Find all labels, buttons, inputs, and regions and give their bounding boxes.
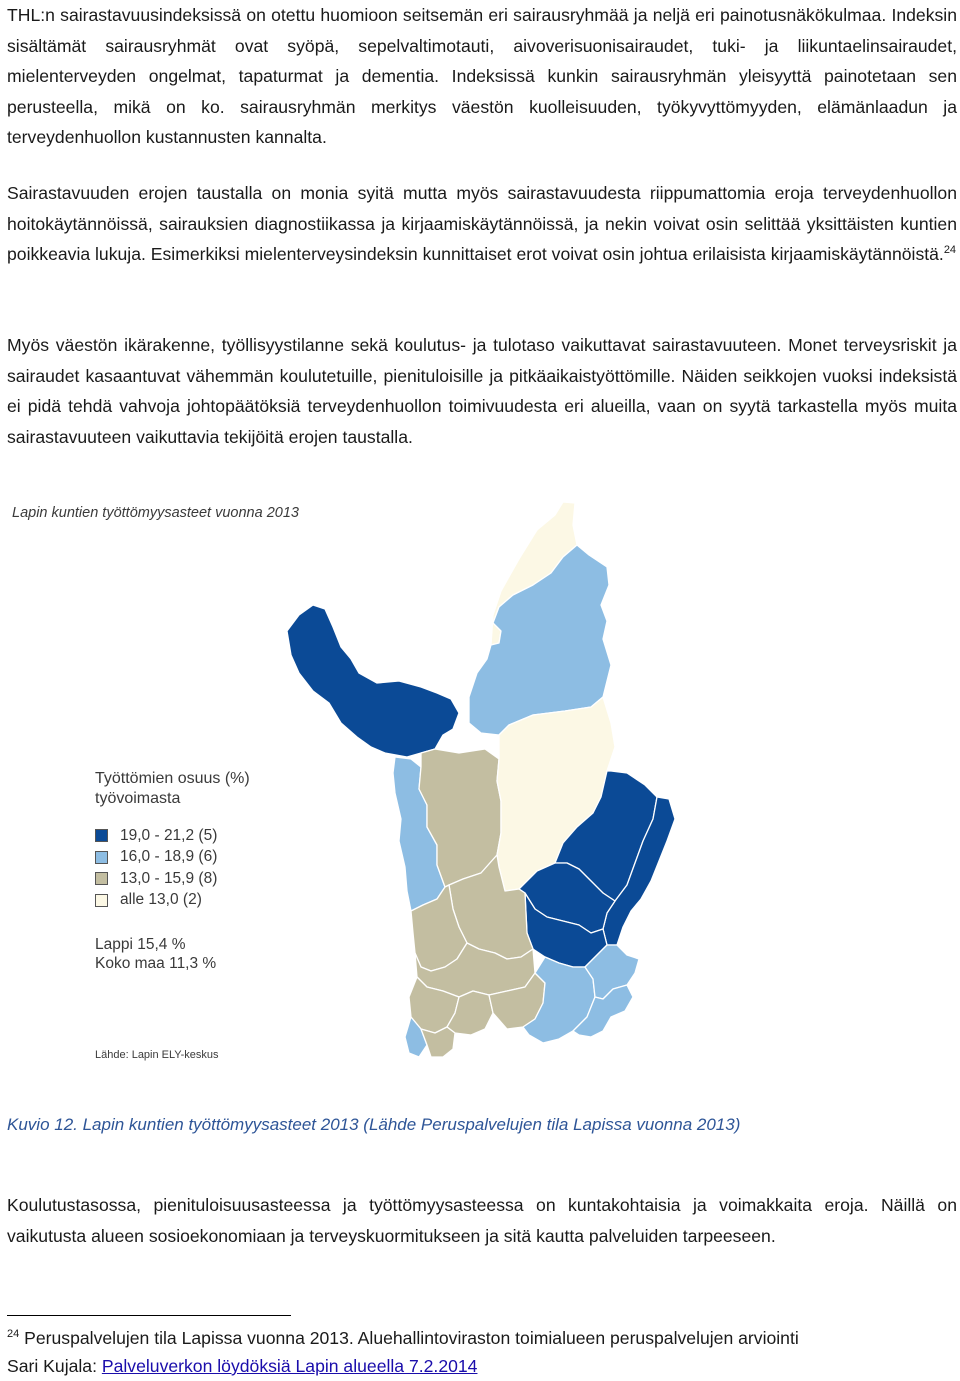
footnote-author: Sari Kujala:: [7, 1356, 102, 1376]
paragraph-koulutustaso: Koulutustasossa, pienituloisuusasteessa …: [7, 1195, 957, 1246]
footnote-source: Sari Kujala: Palveluverkon löydöksiä Lap…: [7, 1352, 799, 1380]
map-title: Lapin kuntien työttömyysasteet vuonna 20…: [12, 505, 299, 521]
footnote-ref[interactable]: 24: [943, 244, 957, 257]
unemployment-map-figure: Lapin kuntien työttömyysasteet vuonna 20…: [7, 497, 957, 1087]
legend-item: 19,0 - 21,2 (5): [95, 825, 250, 847]
municipality-region: [572, 984, 634, 1038]
legend-swatch: [95, 872, 108, 886]
paragraph-ikarakenne: Myös väestön ikärakenne, työllisyystilan…: [7, 335, 957, 447]
legend-title-line1: Työttömien osuus (%): [95, 770, 250, 787]
stat-lappi: Lappi 15,4 %: [95, 936, 186, 953]
legend-title-line2: työvoimasta: [95, 790, 181, 807]
municipality-region: [286, 604, 460, 758]
stat-koko-maa: Koko maa 11,3 %: [95, 955, 217, 972]
municipality-region: [420, 1026, 456, 1058]
municipality-region: [446, 990, 494, 1036]
lapland-municipality-map: [286, 501, 676, 1058]
legend-item: 16,0 - 18,9 (6): [95, 847, 250, 869]
paragraph-text: Sairastavuuden erojen taustalla on monia…: [7, 183, 957, 265]
legend-item: 13,0 - 15,9 (8): [95, 868, 250, 890]
map-legend: Työttömien osuus (%) työvoimasta 19,0 - …: [95, 769, 250, 973]
legend-label: 19,0 - 21,2 (5): [120, 826, 218, 844]
footnote-text: Peruspalvelujen tila Lapissa vuonna 2013…: [24, 1328, 799, 1348]
legend-item: alle 13,0 (2): [95, 890, 250, 912]
paragraph-sairastavuusindeksi: THL:n sairastavuusindeksissä on otettu h…: [7, 5, 957, 148]
legend-swatch: [95, 829, 108, 843]
footnote-divider: [7, 1315, 291, 1316]
footnote-link[interactable]: Palveluverkon löydöksiä Lapin alueella 7…: [101, 1356, 478, 1376]
footnotes: 24 Peruspalvelujen tila Lapissa vuonna 2…: [7, 1324, 799, 1380]
map-source: Lähde: Lapin ELY-keskus: [95, 1049, 219, 1061]
municipality-region: [468, 544, 612, 736]
footnote-24: 24 Peruspalvelujen tila Lapissa vuonna 2…: [7, 1324, 799, 1352]
legend-swatch: [95, 893, 108, 907]
figure-caption: Kuvio 12. Lapin kuntien työttömyysasteet…: [7, 1115, 741, 1134]
legend-label: 13,0 - 15,9 (8): [120, 869, 218, 887]
legend-stats: Lappi 15,4 % Koko maa 11,3 %: [95, 935, 250, 973]
legend-label: alle 13,0 (2): [120, 891, 202, 909]
legend-items: 19,0 - 21,2 (5) 16,0 - 18,9 (6) 13,0 - 1…: [95, 825, 250, 911]
footnote-number: 24: [7, 1328, 20, 1340]
legend-label: 16,0 - 18,9 (6): [120, 848, 218, 866]
paragraph-sairastavuuden-erot: Sairastavuuden erojen taustalla on monia…: [7, 178, 957, 270]
legend-swatch: [95, 850, 108, 864]
